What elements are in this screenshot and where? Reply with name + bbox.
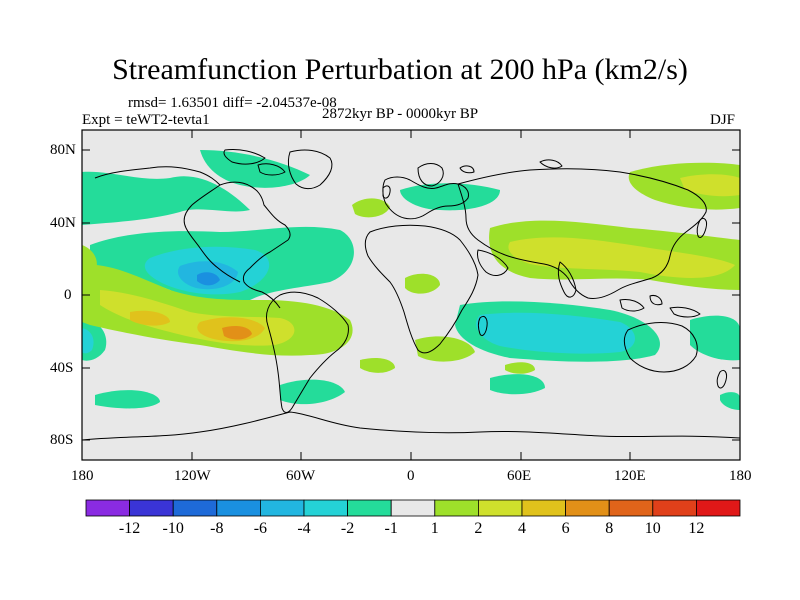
colorbar-swatch: [521, 499, 566, 517]
colorbar-swatch: [172, 499, 218, 517]
contour-positive-soatlantic: [360, 357, 395, 373]
colorbar-label: 12: [688, 520, 705, 537]
lon-ticks: [81, 130, 741, 460]
contour-negative-indian-inner: [476, 312, 635, 354]
colorbar-label: -6: [253, 520, 268, 537]
colorbar-label: 1: [430, 520, 439, 537]
colorbar-label: -12: [118, 520, 141, 537]
colorbar-swatch: [696, 499, 741, 517]
colorbar-label: -1: [384, 520, 398, 537]
colorbar-swatch: [565, 499, 610, 517]
colorbar-label: 6: [561, 520, 570, 537]
lon-label-60e: 60E: [507, 468, 532, 484]
contour-negative-arctic: [200, 150, 310, 188]
contour-positive-soindian: [505, 362, 535, 374]
lat-ticks: [82, 149, 740, 441]
stats-line: rmsd= 1.63501 diff= -2.04537e-08: [128, 95, 337, 111]
colorbar-label: 2: [474, 520, 483, 537]
colorbar-swatch: [608, 499, 654, 517]
season-label: DJF: [710, 112, 736, 128]
lat-label-80n: 80N: [50, 142, 76, 158]
contour-positive-npacific-inner: [680, 174, 740, 197]
colorbar-label: -8: [210, 520, 224, 537]
period-label: 2872kyr BP - 0000kyr BP: [322, 106, 479, 122]
lon-label-180e: 180: [729, 468, 752, 484]
experiment-label: Expt = teWT2-tevta1: [82, 112, 210, 128]
coastlines: [82, 149, 740, 441]
colorbar-swatch: [652, 499, 697, 517]
colorbar-swatch: [477, 499, 523, 517]
lon-label-60w: 60W: [286, 468, 316, 484]
contour-negative-epacific-peak: [197, 272, 220, 286]
contour-positive-nafrica-west: [352, 198, 390, 218]
colorbar-swatch: [85, 499, 130, 517]
lon-label-180w: 180: [71, 468, 94, 484]
contour-negative-soindian: [490, 374, 545, 395]
lat-label-40n: 40N: [50, 215, 76, 231]
lon-label-120w: 120W: [174, 468, 211, 484]
contour-positive-left-edge: [82, 245, 97, 275]
contour-positive-tropics-peak: [222, 326, 252, 340]
contour-negative-soright: [720, 392, 740, 410]
colorbar-swatch: [390, 499, 436, 517]
colorbar-swatch: [347, 499, 392, 517]
contour-positive-gulf-guinea: [405, 273, 440, 294]
contour-negative-sopacific: [95, 390, 160, 409]
colorbar: [85, 499, 741, 517]
lon-label-0: 0: [407, 468, 415, 484]
contour-negative-left-edge-inner: [82, 328, 94, 354]
lat-label-80s: 80S: [50, 432, 74, 448]
contour-negative-soatlantic: [280, 379, 345, 405]
contour-negative-wpacific: [690, 315, 740, 361]
contour-positive-eurasia-inner: [508, 237, 735, 278]
lat-label-40s: 40S: [50, 360, 74, 376]
colorbar-label: -2: [340, 520, 355, 537]
contour-negative-natlantic: [400, 183, 500, 211]
contour-positive-tropics-core1: [130, 310, 170, 326]
colorbar-swatch: [259, 499, 305, 517]
map-title: Streamfunction Perturbation at 200 hPa (…: [112, 53, 688, 86]
contour-negative-npacific: [82, 171, 250, 225]
colorbar-swatch: [129, 499, 174, 517]
contour-positive-safrica: [415, 336, 475, 362]
colorbar-swatch: [434, 499, 479, 517]
colorbar-label: -4: [297, 520, 311, 537]
colorbar-swatch: [216, 499, 261, 517]
colorbar-label: -10: [162, 520, 184, 537]
colorbar-swatch: [303, 499, 348, 517]
colorbar-label: 8: [605, 520, 614, 537]
lon-label-120e: 120E: [614, 468, 646, 484]
colorbar-label: 10: [644, 520, 661, 537]
colorbar-label: 4: [518, 520, 526, 537]
lat-label-0: 0: [64, 287, 72, 303]
